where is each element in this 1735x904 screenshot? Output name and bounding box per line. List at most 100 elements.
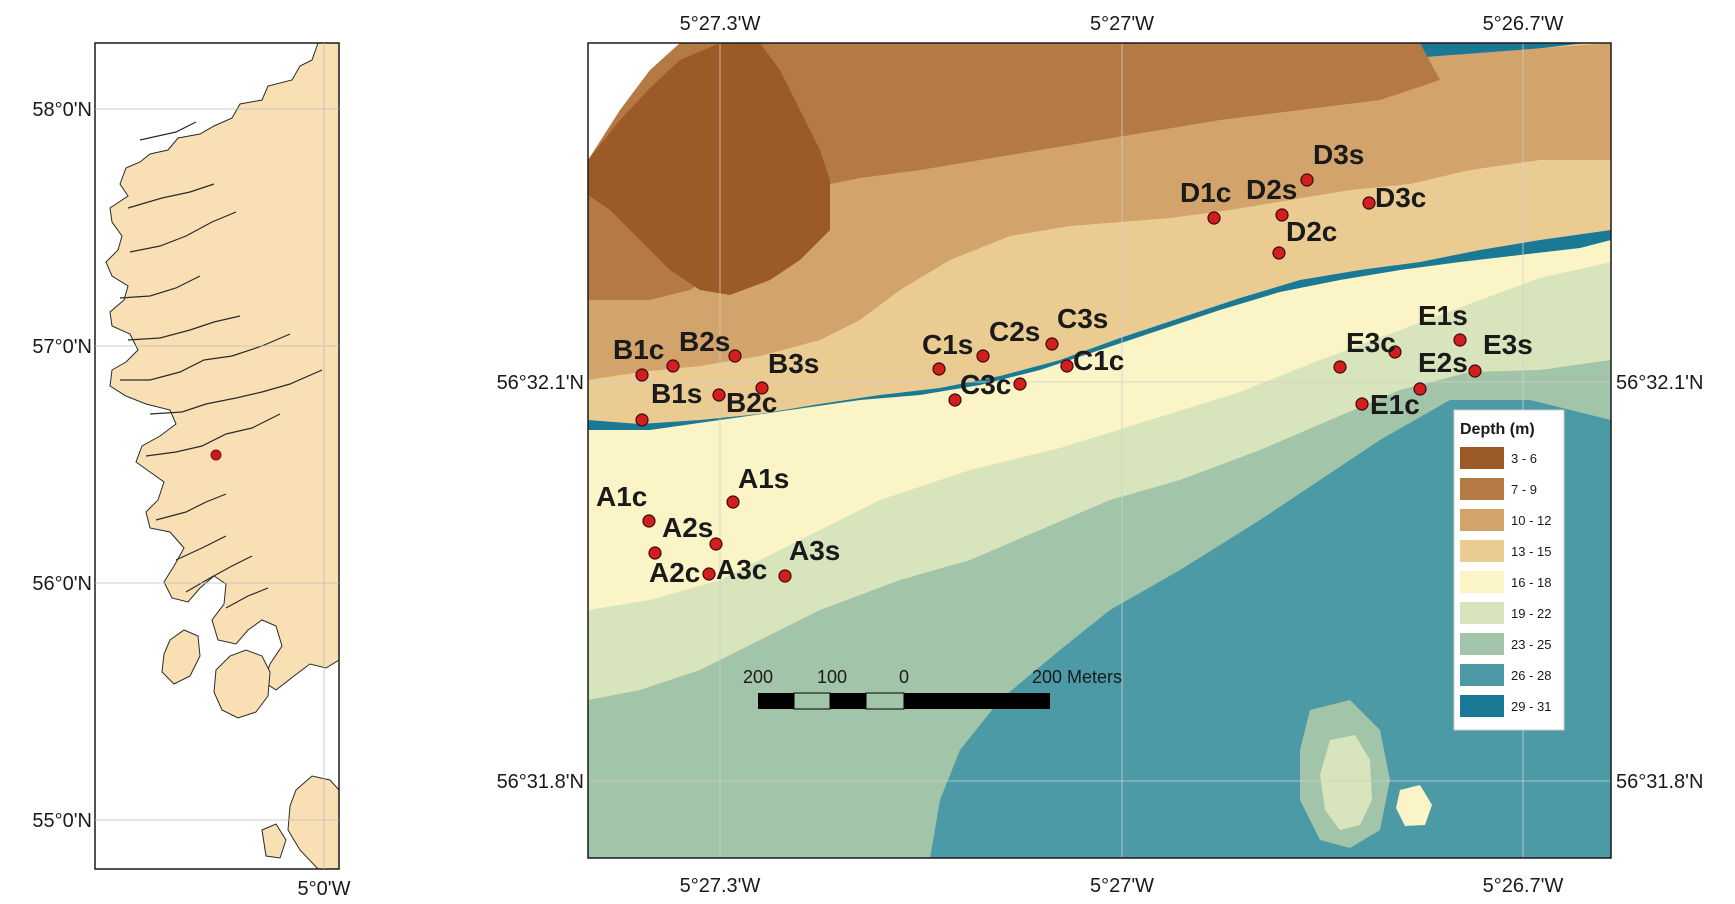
site-label: C1c [1073,345,1124,376]
legend-swatch [1460,540,1504,562]
site-label: D2c [1286,216,1337,247]
legend-title: Depth (m) [1460,421,1535,438]
legend-swatch [1460,447,1504,469]
inset-lat-label: 58°0'N [32,99,92,121]
site-marker [1300,173,1314,187]
scale-label: 0 [899,667,909,687]
site-label: E1s [1418,300,1468,331]
depth-legend: Depth (m) 3 - 6 7 - 9 10 - 12 13 - 15 16 - 1… [1453,409,1565,731]
site-marker [635,413,649,427]
main-graticule [588,43,1611,858]
site-label: A2c [649,557,700,588]
study-site-marker [210,449,222,461]
site-label: B2c [726,387,777,418]
legend-label: 7 - 9 [1511,482,1537,497]
inset-lat-label: 55°0'N [32,810,92,832]
lon-label-bottom: 5°26.7'W [1483,875,1564,897]
inset-lon-label: 5°0'W [298,878,351,900]
site-label: D3s [1313,139,1364,170]
inset-graticule [95,43,339,869]
site-label: C1s [922,329,973,360]
lat-label-right: 56°31.8'N [1616,771,1703,793]
site-marker [1013,377,1027,391]
legend-swatch [1460,509,1504,531]
site-label: C3s [1057,303,1108,334]
lon-label-top: 5°27.3'W [680,13,761,35]
legend-swatch [1460,695,1504,717]
site-label: A3s [789,535,840,566]
lon-label-bottom: 5°27'W [1090,875,1154,897]
legend-label: 19 - 22 [1511,606,1551,621]
scale-bar: 200 100 0 200 Meters [743,667,1122,710]
legend-label: 3 - 6 [1511,451,1537,466]
site-label: B3s [768,348,819,379]
site-marker [1272,246,1286,260]
site-label: E3c [1346,327,1396,358]
legend-label: 26 - 28 [1511,668,1551,683]
site-label: A1c [596,481,647,512]
legend-swatch [1460,602,1504,624]
site-marker [1362,196,1376,210]
site-marker [666,359,680,373]
site-markers [635,173,1482,583]
site-marker [1060,359,1074,373]
lon-label-bottom: 5°27.3'W [680,875,761,897]
site-label: D3c [1375,182,1426,213]
inset-map: 58°0'N 57°0'N 56°0'N 55°0'N 5°0'W [32,42,351,900]
site-marker [1333,360,1347,374]
site-label: E1c [1370,389,1420,420]
site-marker [948,393,962,407]
site-label: A1s [738,463,789,494]
site-marker [648,546,662,560]
site-label: E2s [1418,347,1468,378]
site-marker [976,349,990,363]
site-marker [932,362,946,376]
inset-frame [94,42,340,870]
site-marker [1275,208,1289,222]
site-marker [1453,333,1467,347]
site-label: B1c [613,334,664,365]
legend-label: 29 - 31 [1511,699,1551,714]
lon-label-top: 5°27'W [1090,13,1154,35]
site-label: C3c [960,369,1011,400]
site-marker [755,381,769,395]
site-marker [1045,337,1059,351]
site-labels: A1c A1s A2s A2c A3c A3s B1c B2s B3s B1s … [596,139,1533,588]
site-label: B2s [679,326,730,357]
legend-swatch [1460,633,1504,655]
site-label: D2s [1246,174,1297,205]
site-marker [709,537,723,551]
legend-swatch [1460,478,1504,500]
site-label: D1c [1180,177,1231,208]
lon-label-top: 5°26.7'W [1483,13,1564,35]
scale-label: 200 Meters [1032,667,1122,687]
site-marker [1388,345,1402,359]
site-label: B1s [651,378,702,409]
site-label: A3c [716,554,767,585]
legend-label: 13 - 15 [1511,544,1551,559]
site-marker [712,388,726,402]
site-marker [1355,397,1369,411]
lat-label-left: 56°31.8'N [497,771,584,793]
site-marker [642,514,656,528]
site-marker [1207,211,1221,225]
scale-label: 100 [817,667,847,687]
inset-lat-label: 56°0'N [32,573,92,595]
inset-lat-label: 57°0'N [32,336,92,358]
site-marker [1413,382,1427,396]
legend-swatch [1460,571,1504,593]
site-marker [778,569,792,583]
site-marker [728,349,742,363]
scale-label: 200 [743,667,773,687]
legend-label: 23 - 25 [1511,637,1551,652]
site-label: C2s [989,316,1040,347]
site-marker [726,495,740,509]
lat-label-left: 56°32.1'N [497,372,584,394]
site-label: A2s [662,512,713,543]
site-marker [635,368,649,382]
legend-swatch [1460,664,1504,686]
site-marker [1468,364,1482,378]
site-marker [702,567,716,581]
main-frame [587,42,1612,859]
inset-land [105,43,339,869]
